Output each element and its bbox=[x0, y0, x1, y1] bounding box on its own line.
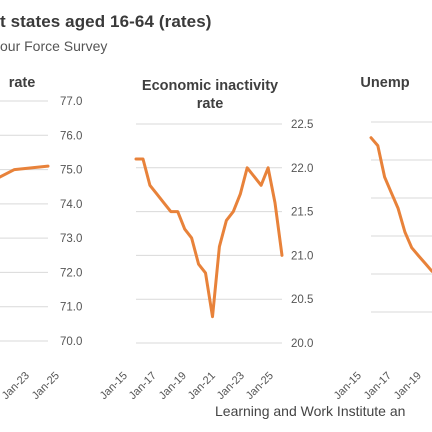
y-tick-label: 22.0 bbox=[291, 163, 313, 175]
series-line bbox=[0, 164, 50, 179]
y-tick-label: 75.0 bbox=[60, 165, 82, 177]
panel-1: rate 77.0 76.0 75.0 74.0 73.0 72.0 71.0 70.0 Jan-… bbox=[0, 75, 82, 402]
x-tick-label: Jan-23 bbox=[215, 370, 247, 402]
y-tick-label: 73.0 bbox=[60, 233, 82, 245]
chart-subtitle: our Force Survey bbox=[0, 38, 108, 54]
y-tick-label: 22.5 bbox=[291, 119, 313, 131]
y-tick-label: 76.0 bbox=[60, 130, 82, 142]
x-tick-label: Jan-23 bbox=[0, 370, 32, 402]
series-line bbox=[134, 157, 284, 319]
x-tick-label: Jan-19 bbox=[392, 370, 424, 402]
y-tick-label: 71.0 bbox=[60, 302, 82, 314]
panel-2: Economic inactivity rate 22.5 22.0 21.5 21.0 2… bbox=[98, 78, 314, 402]
x-tick-label: Jan-25 bbox=[30, 370, 62, 402]
y-tick-label: 21.5 bbox=[291, 207, 313, 219]
x-tick-label: Jan-15 bbox=[98, 370, 130, 402]
x-tick-label: Jan-17 bbox=[127, 370, 159, 402]
chart-title: t states aged 16-64 (rates) bbox=[0, 12, 212, 31]
y-tick-label: 20.0 bbox=[291, 338, 313, 350]
x-tick-label: Jan-15 bbox=[332, 370, 364, 402]
series-line bbox=[369, 136, 432, 273]
y-tick-label: 77.0 bbox=[60, 96, 82, 108]
source-footer: Learning and Work Institute an bbox=[215, 403, 406, 419]
x-tick-label: Jan-21 bbox=[186, 370, 218, 402]
panel-title-line-1: Economic inactivity bbox=[142, 78, 278, 94]
y-tick-label: 21.0 bbox=[291, 250, 313, 262]
x-tick-label: Jan-19 bbox=[157, 370, 189, 402]
x-tick-label: Jan-25 bbox=[244, 370, 276, 402]
y-tick-label: 70.0 bbox=[60, 336, 82, 348]
panel-title-line-2: rate bbox=[197, 96, 224, 112]
panel-title: rate bbox=[9, 75, 36, 91]
y-tick-label: 74.0 bbox=[60, 199, 82, 211]
panel-title: Unemp bbox=[360, 75, 409, 91]
x-tick-label: Jan-17 bbox=[362, 370, 394, 402]
y-tick-label: 20.5 bbox=[291, 294, 313, 306]
y-tick-label: 72.0 bbox=[60, 267, 82, 279]
